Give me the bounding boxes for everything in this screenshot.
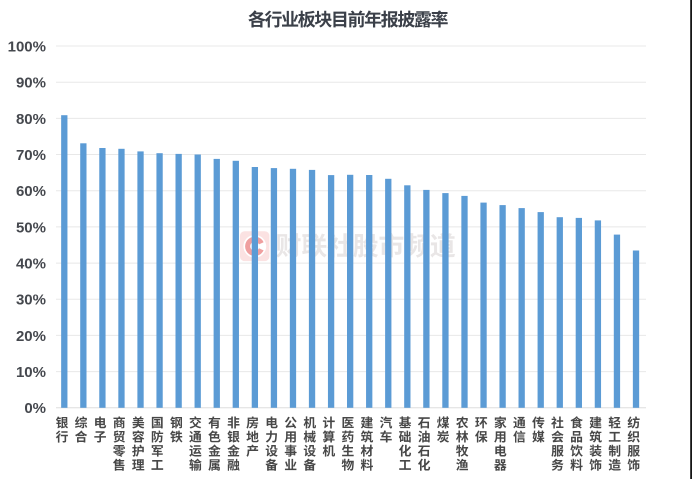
svg-text:40%: 40%	[16, 256, 46, 273]
svg-text:20%: 20%	[16, 328, 46, 345]
svg-text:100%: 100%	[8, 38, 46, 55]
svg-text:10%: 10%	[16, 364, 46, 381]
svg-text:0%: 0%	[24, 400, 46, 417]
svg-text:70%: 70%	[16, 147, 46, 164]
svg-text:80%: 80%	[16, 111, 46, 128]
svg-text:60%: 60%	[16, 183, 46, 200]
svg-text:90%: 90%	[16, 75, 46, 92]
svg-text:30%: 30%	[16, 292, 46, 309]
svg-text:50%: 50%	[16, 219, 46, 236]
